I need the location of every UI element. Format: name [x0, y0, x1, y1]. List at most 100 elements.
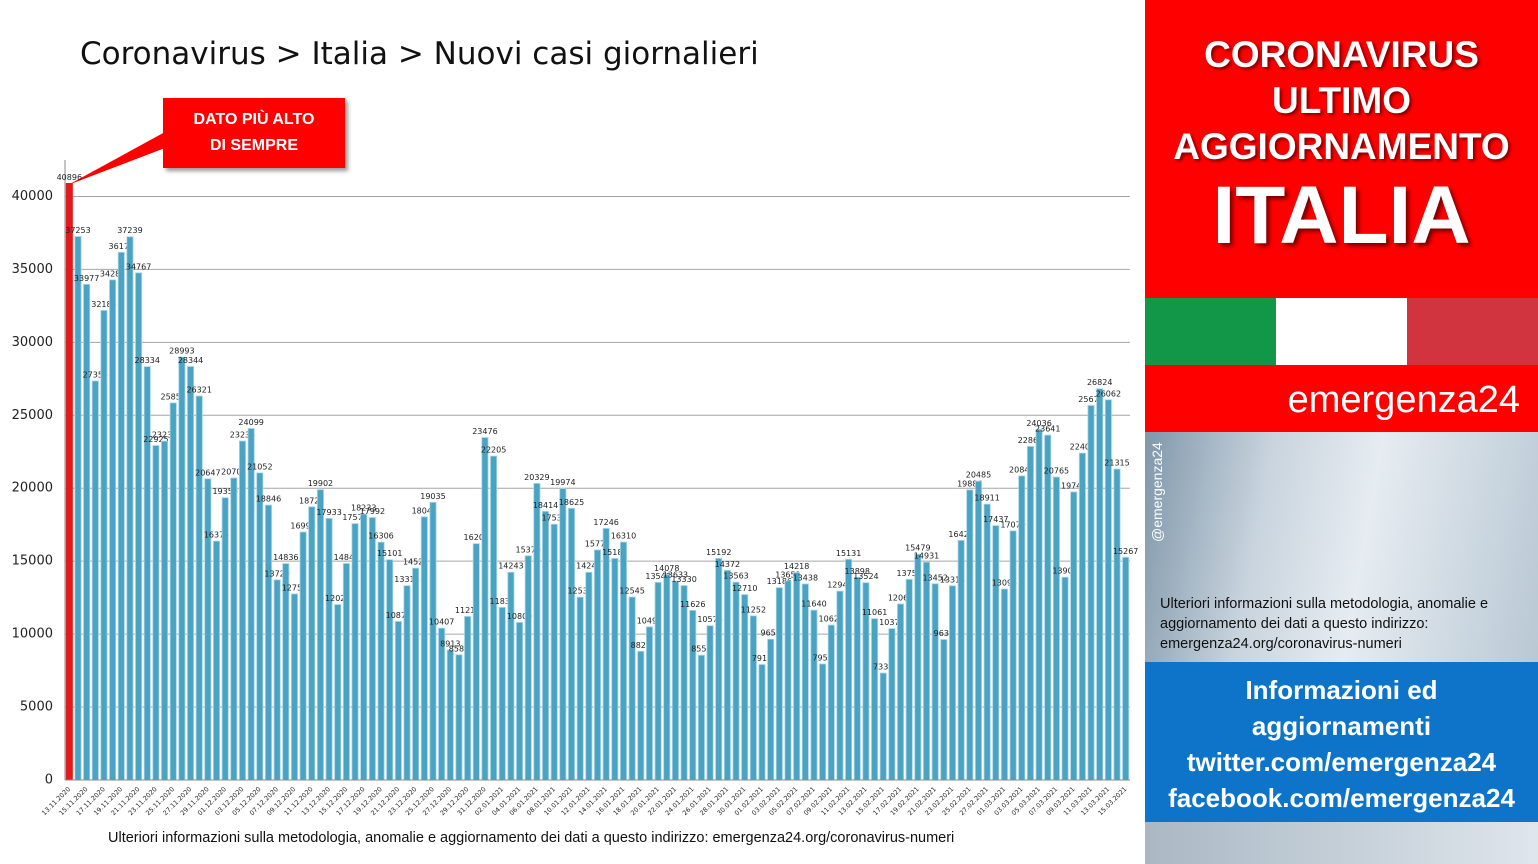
bar	[1087, 405, 1095, 781]
data-label: 33977	[74, 274, 99, 283]
data-label: 11061	[862, 608, 887, 617]
bar	[342, 563, 350, 781]
bar	[420, 516, 428, 781]
y-tick-label: 35000	[12, 262, 53, 277]
data-label: 11212	[455, 606, 480, 615]
data-label: 12532	[567, 587, 592, 596]
data-label: 17246	[593, 518, 618, 527]
data-label: 10578	[697, 615, 722, 624]
data-label: 34767	[126, 262, 151, 271]
bar	[1000, 588, 1008, 781]
data-label: 10621	[819, 615, 844, 624]
bar	[299, 531, 307, 781]
data-label: 16424	[948, 530, 973, 539]
bar	[221, 497, 229, 781]
bar	[316, 489, 324, 781]
data-label: 20329	[524, 473, 549, 482]
bar	[784, 580, 792, 781]
bar	[619, 541, 627, 781]
data-label: 32188	[91, 300, 116, 309]
bar	[351, 523, 359, 781]
header-line: AGGIORNAMENTO	[1173, 126, 1510, 167]
bar	[394, 621, 402, 781]
bar	[992, 525, 1000, 781]
data-label: 15131	[836, 549, 861, 558]
data-label: 28344	[178, 356, 203, 365]
data-label: 21052	[247, 462, 272, 471]
bar	[758, 664, 766, 781]
bar	[871, 618, 879, 781]
bar	[187, 366, 195, 781]
bar	[585, 571, 593, 781]
data-label: 19350	[212, 487, 237, 496]
data-label: 13633	[663, 571, 688, 580]
bar	[1018, 475, 1026, 781]
bar	[481, 437, 489, 781]
bar	[654, 581, 662, 781]
data-label: 24036	[1026, 419, 1051, 428]
bar	[931, 583, 939, 781]
data-label: 20485	[966, 471, 991, 480]
data-label: 13902	[1052, 567, 1077, 576]
annotation-line: DATO PIÙ ALTO	[193, 111, 315, 128]
data-label: 25851	[161, 392, 186, 401]
data-label: 19886	[957, 479, 982, 488]
bar	[403, 585, 411, 781]
data-label: 14078	[654, 564, 679, 573]
y-tick-label: 10000	[12, 627, 53, 642]
bar	[204, 478, 212, 781]
links-box: Informazioni ed aggiornamenti twitter.co…	[1145, 662, 1538, 822]
bar	[593, 549, 602, 781]
bar	[247, 428, 255, 781]
flag	[1145, 298, 1538, 365]
bar	[827, 624, 835, 781]
data-label: 22409	[1070, 443, 1095, 452]
data-label: 26824	[1087, 378, 1112, 387]
data-label: 15192	[706, 548, 731, 557]
data-label: 13720	[264, 569, 289, 578]
bar	[628, 596, 636, 781]
data-label: 17933	[316, 508, 341, 517]
bar	[161, 440, 169, 781]
bar	[845, 558, 853, 781]
flag-red	[1407, 298, 1538, 365]
data-label: 14372	[715, 560, 740, 569]
bar	[178, 356, 186, 781]
bar	[732, 581, 740, 781]
bar	[671, 580, 679, 781]
data-label: 23641	[1035, 425, 1060, 434]
data-label: 17533	[541, 514, 566, 523]
data-label: 26321	[186, 386, 211, 395]
annotation-line: DI SEMPRE	[209, 137, 298, 154]
data-label: 13330	[671, 575, 696, 584]
bar	[386, 559, 394, 781]
data-label: 37239	[117, 226, 142, 235]
bar	[308, 506, 316, 781]
data-label: 9653	[760, 629, 780, 638]
data-label: 19749	[1061, 481, 1086, 490]
photo-box: @emergenza24 Ulteriori informazioni sull…	[1145, 432, 1538, 662]
bar	[810, 609, 818, 781]
data-label: 17079	[1000, 520, 1025, 529]
link-line[interactable]: twitter.com/emergenza24	[1186, 747, 1497, 777]
data-label: 15267	[1113, 547, 1138, 556]
bar	[238, 440, 247, 781]
bar	[213, 540, 221, 781]
bar	[290, 593, 298, 781]
bar	[923, 561, 931, 781]
y-tick-label: 30000	[12, 335, 53, 350]
bar	[715, 557, 723, 781]
bar	[836, 590, 844, 781]
data-label: 13314	[940, 575, 965, 584]
data-label: 18625	[559, 498, 584, 507]
data-label: 22205	[481, 446, 506, 455]
data-label: 18414	[533, 501, 558, 510]
link-line: aggiornamenti	[1251, 711, 1432, 741]
bar	[663, 574, 671, 781]
data-label: 18040	[412, 506, 437, 515]
data-label: 14218	[784, 562, 809, 571]
bar	[498, 607, 506, 781]
bar	[360, 513, 368, 781]
info: Ulteriori informazioni sulla metodologia…	[1160, 596, 1489, 652]
link-line[interactable]: facebook.com/emergenza24	[1168, 783, 1515, 813]
